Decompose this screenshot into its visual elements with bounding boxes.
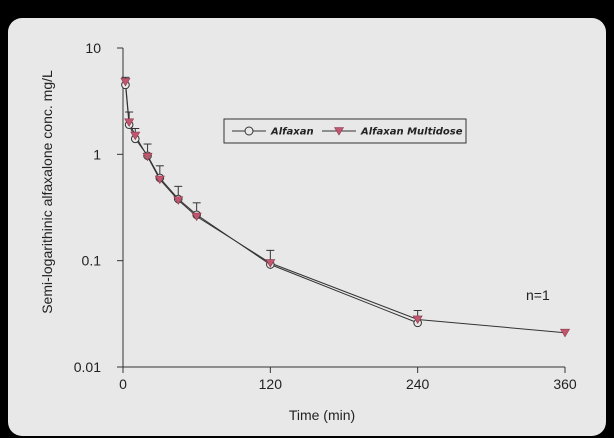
y-tick-label: 1 [93, 146, 101, 162]
data-point-alfaxan-multidose [142, 152, 153, 162]
legend: Alfaxan Alfaxan Multidose [223, 118, 467, 144]
y-tick-label: 0.1 [82, 253, 102, 269]
data-point-alfaxan-multidose [265, 259, 276, 268]
legend-label-alfaxan: Alfaxan [270, 127, 314, 138]
legend-marker-multidose [333, 127, 345, 136]
data-point-alfaxan-multidose [124, 118, 135, 127]
x-tick-label: 360 [553, 376, 577, 392]
x-tick-label: 120 [259, 376, 283, 392]
legend-label-multidose: Alfaxan Multidose [360, 127, 463, 138]
x-tick-label: 240 [406, 376, 430, 392]
y-tick-label: 10 [85, 40, 101, 56]
y-ticks: 10 1 0.1 0.01 [74, 40, 123, 375]
x-ticks: 0 120 240 360 [119, 367, 577, 392]
axes [117, 48, 565, 368]
y-axis-label: Semi-logarithinic alfaxalone conc. mg/L [39, 70, 55, 314]
data-point-alfaxan-multidose [120, 78, 131, 87]
y-tick-label: 0.01 [74, 359, 101, 375]
data-point-alfaxan-multidose [130, 131, 141, 141]
sample-size-annotation: n=1 [526, 287, 550, 303]
legend-marker-alfaxan [244, 126, 254, 136]
series-markers [120, 78, 571, 338]
data-point-alfaxan-multidose [412, 315, 423, 325]
data-point-alfaxan-multidose [559, 328, 571, 338]
x-tick-label: 0 [119, 376, 127, 392]
x-axis-label: Time (min) [289, 407, 355, 423]
data-point-alfaxan-multidose [191, 212, 202, 222]
series-line-alfaxan-multidose [125, 81, 566, 334]
data-point-alfaxan-multidose [154, 175, 165, 185]
data-point-alfaxan-multidose [173, 196, 184, 205]
